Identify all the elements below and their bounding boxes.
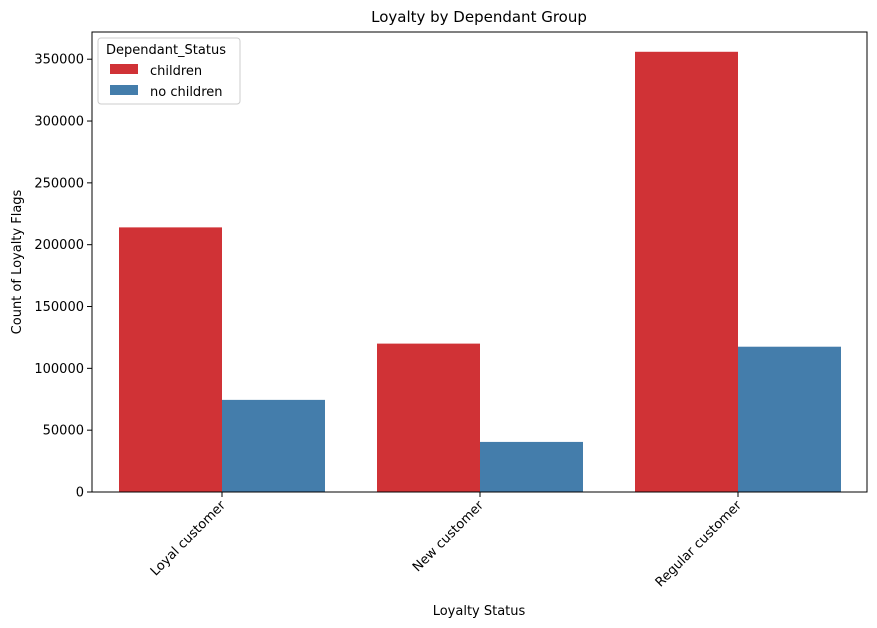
bar-no-children-new-customer xyxy=(480,441,583,492)
plot-frame xyxy=(91,31,868,493)
bars-layer xyxy=(119,51,841,493)
legend-swatch-children xyxy=(110,64,138,74)
bar-children-new-customer xyxy=(377,343,480,492)
x-tick-label-loyal-customer: Loyal customer xyxy=(148,498,229,579)
y-tick-label: 300000 xyxy=(34,115,84,130)
y-tick-label: 150000 xyxy=(34,300,84,315)
bar-no-children-regular-customer xyxy=(738,346,841,492)
legend: Dependant_Status children no children xyxy=(97,37,241,105)
x-axis-ticks: Loyal customer New customer Regular custom… xyxy=(148,492,745,590)
bar-children-regular-customer xyxy=(635,51,738,493)
legend-swatch-no-children xyxy=(110,85,138,95)
bar-children-loyal-customer xyxy=(119,227,222,492)
legend-label-no-children: no children xyxy=(150,85,222,100)
y-tick-label: 50000 xyxy=(43,424,84,439)
bar-no-children-loyal-customer xyxy=(222,399,325,492)
y-tick-label: 100000 xyxy=(34,362,84,377)
y-axis-title: Count of Loyalty Flags xyxy=(10,189,25,334)
legend-label-children: children xyxy=(150,64,202,79)
x-axis-title: Loyalty Status xyxy=(433,604,526,619)
legend-title: Dependant_Status xyxy=(106,43,226,58)
y-axis-ticks: 0 50000 100000 150000 200000 250000 300000 3500… xyxy=(34,53,92,501)
x-tick-label-new-customer: New customer xyxy=(410,498,487,575)
y-tick-label: 250000 xyxy=(34,176,84,191)
y-tick-label: 0 xyxy=(76,486,84,501)
y-tick-label: 350000 xyxy=(34,53,84,68)
x-tick-label-regular-customer: Regular customer xyxy=(653,498,746,591)
chart-title: Loyalty by Dependant Group xyxy=(371,8,587,26)
y-tick-label: 200000 xyxy=(34,238,84,253)
